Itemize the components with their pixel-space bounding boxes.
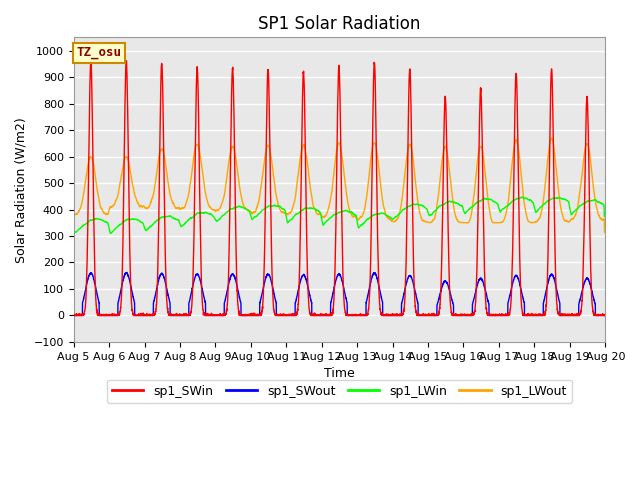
Text: TZ_osu: TZ_osu [76,47,122,60]
Y-axis label: Solar Radiation (W/m2): Solar Radiation (W/m2) [15,117,28,263]
Legend: sp1_SWin, sp1_SWout, sp1_LWin, sp1_LWout: sp1_SWin, sp1_SWout, sp1_LWin, sp1_LWout [107,380,572,403]
X-axis label: Time: Time [324,367,355,380]
Title: SP1 Solar Radiation: SP1 Solar Radiation [259,15,420,33]
